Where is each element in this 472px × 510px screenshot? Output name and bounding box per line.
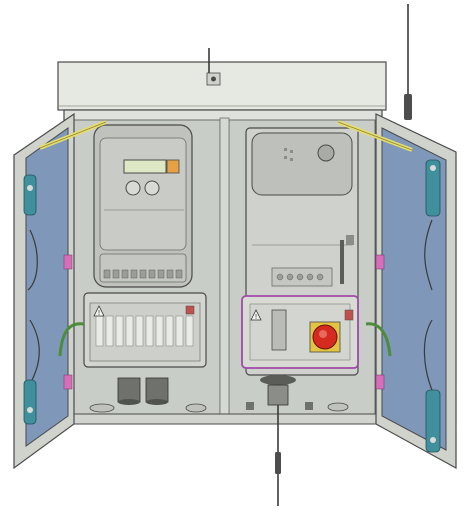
emergency-stop-button (309, 321, 341, 353)
bottom-antenna (275, 405, 281, 506)
warning-symbol: ! (98, 309, 101, 317)
top-right-antenna (404, 4, 412, 120)
warning-symbol: ! (255, 313, 258, 321)
door-hinge (23, 174, 73, 425)
warning-triangle-icon: ! (93, 305, 105, 317)
door-restraint-strap (39, 120, 107, 357)
control-module (241, 127, 359, 376)
electricity-meter (93, 124, 193, 288)
cable-gland (89, 377, 207, 413)
left-door (13, 112, 75, 470)
door-hinge (375, 159, 441, 453)
right-door (375, 113, 457, 470)
cabinet-roof (57, 61, 387, 111)
warning-triangle-icon: ! (250, 309, 262, 321)
terminal-block (83, 292, 207, 368)
door-restraint-strap (337, 120, 413, 357)
cable-gland (246, 375, 349, 412)
